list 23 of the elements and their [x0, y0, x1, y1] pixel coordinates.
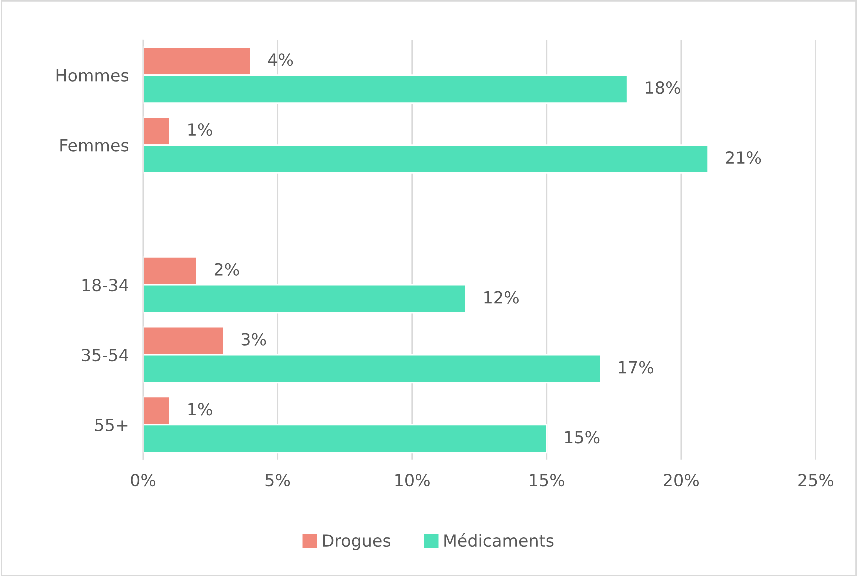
y-tick-label: Femmes [60, 139, 129, 152]
legend-label: Drogues [323, 534, 391, 550]
x-tick-label: 10% [396, 474, 430, 487]
data-label: 2% [214, 263, 240, 276]
data-label: 3% [242, 333, 266, 346]
data-label: 17% [619, 361, 654, 374]
x-tick-label: 0% [131, 474, 156, 487]
y-tick-label: 35-54 [82, 348, 128, 362]
data-label: 15% [565, 431, 600, 444]
x-tick-label: 5% [266, 474, 290, 487]
y-tick-label: 18-34 [82, 279, 128, 292]
x-tick-label: 15% [530, 474, 564, 487]
data-label: 18% [646, 82, 680, 94]
x-tick-label: 25% [798, 474, 834, 487]
data-label: 1% [188, 124, 212, 136]
data-label: 21% [726, 151, 762, 164]
data-label: 4% [268, 54, 294, 66]
legend-label: Médicaments [444, 534, 554, 548]
data-label: 1% [188, 403, 212, 416]
data-label: 12% [484, 291, 519, 304]
y-tick-label: Hommes [56, 70, 129, 82]
x-tick-label: 20% [664, 474, 700, 487]
y-tick-label: 55+ [96, 419, 128, 432]
